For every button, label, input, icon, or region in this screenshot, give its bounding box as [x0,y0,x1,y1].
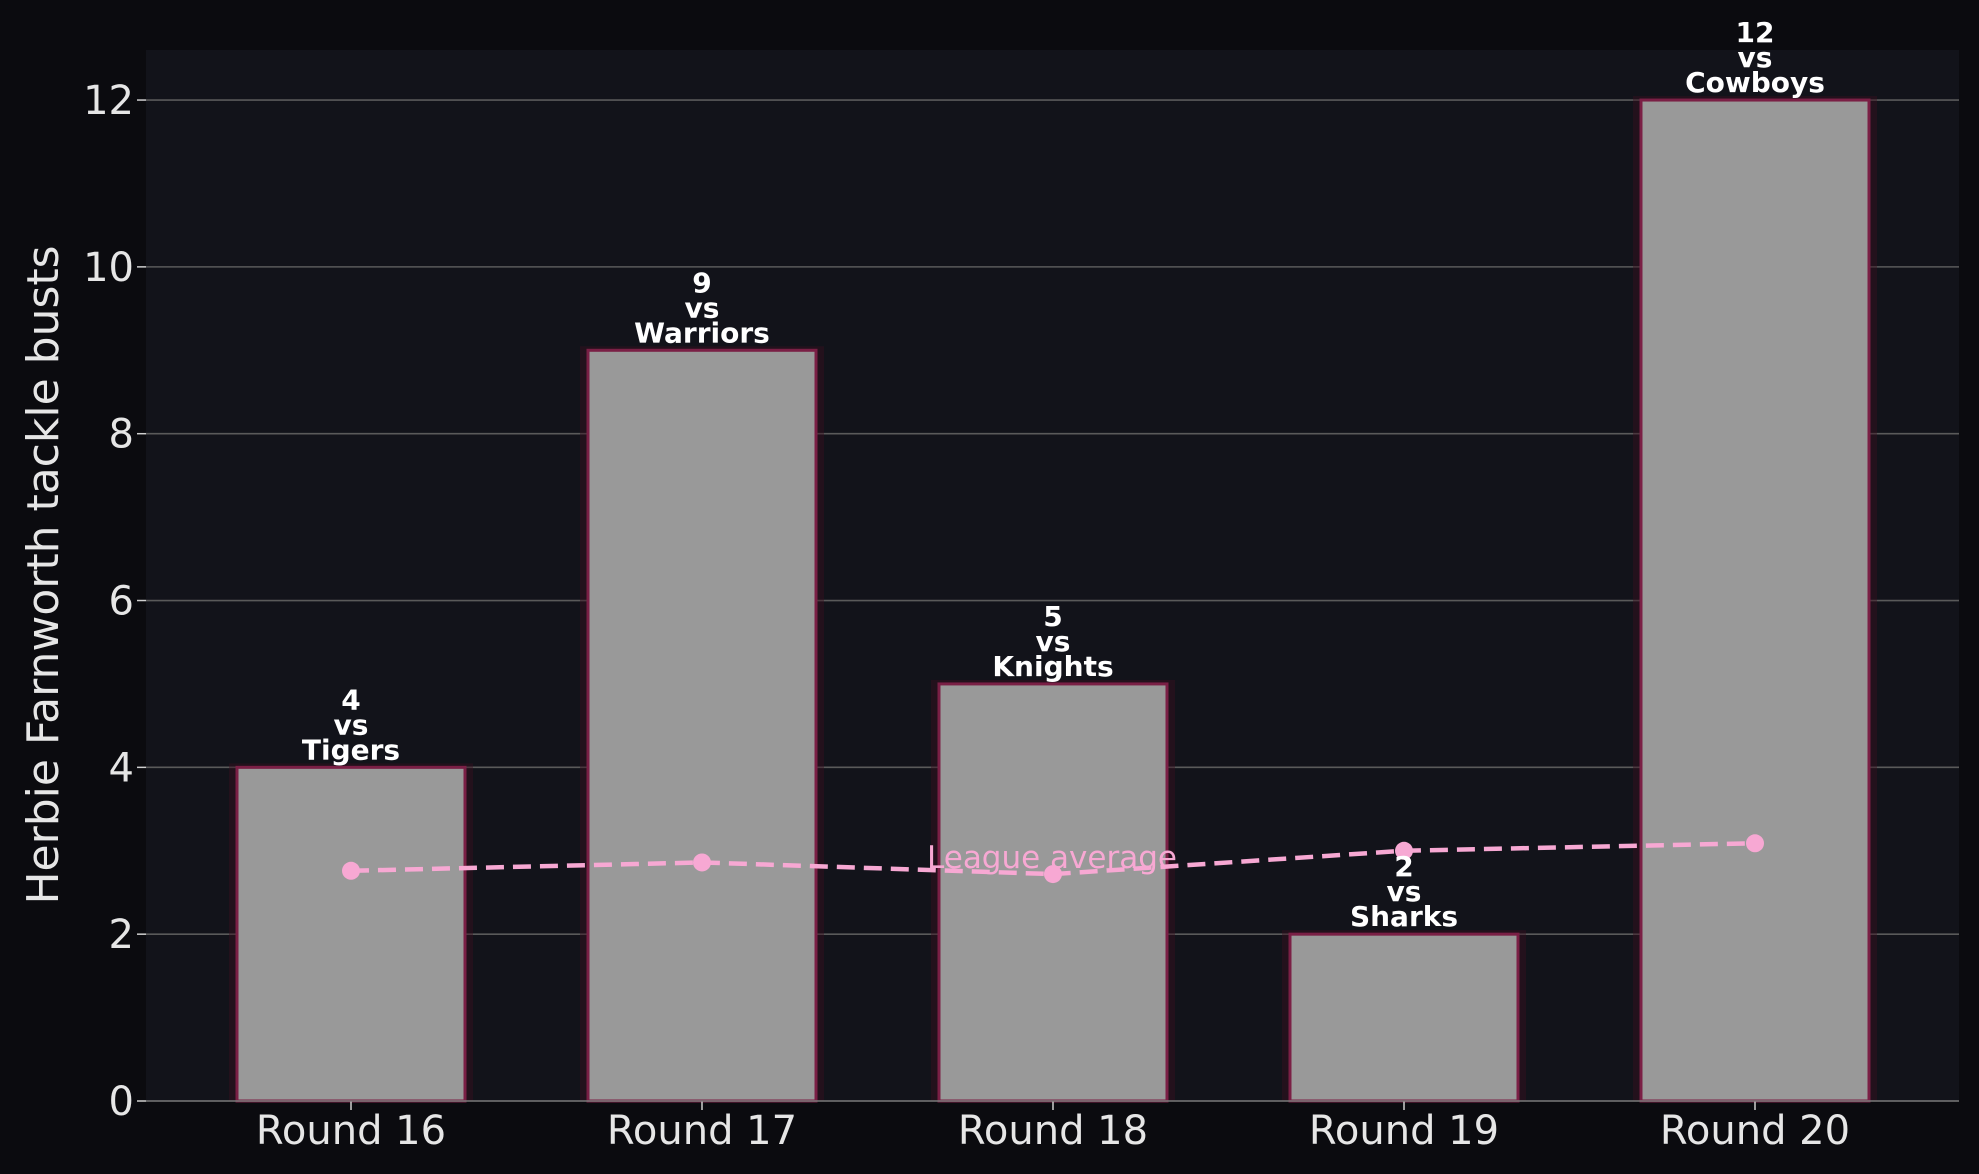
bar-opponent-label: Cowboys [1685,66,1825,99]
league-average-point [1044,865,1062,884]
league-average-point [693,853,711,872]
bar-value-label: 4 [341,683,360,716]
bar [1288,932,1520,1103]
league-average-point [1395,841,1413,860]
league-average-label: League average [927,840,1177,876]
y-tick-label: 12 [83,78,134,124]
x-tick-label: Round 17 [607,1108,797,1154]
y-tick-label: 10 [83,245,134,291]
y-tick-label: 8 [109,412,134,458]
bar-vs-label: vs [685,291,720,324]
bar [235,765,467,1103]
league-average-series [342,834,1764,884]
y-tick-label: 6 [109,579,134,625]
x-axis-ticks: Round 16 Round 17 Round 18 Round 19 Round 20 [256,1101,1850,1154]
bar [586,348,818,1103]
bar-vs-label: vs [1387,875,1422,908]
bar-opponent-label: Tigers [302,733,400,766]
y-tick-label: 2 [109,912,134,958]
x-tick-label: Round 16 [256,1108,446,1154]
bar [1639,98,1871,1103]
bar-vs-label: vs [1738,41,1773,74]
bar [937,682,1169,1103]
bar-value-label: 9 [692,266,711,299]
bar-vs-label: vs [1036,625,1071,658]
y-axis-label: Herbie Farnworth tackle busts [18,245,69,904]
bar-labels: 4vsTigers9vsWarriors5vsKnights2vsSharks1… [302,16,1825,933]
bar-value-label: 5 [1043,600,1062,633]
league-average-point [342,861,360,880]
bar-opponent-label: Knights [992,650,1113,683]
x-tick-label: Round 20 [1660,1108,1850,1154]
bar-value-label: 2 [1394,850,1413,883]
league-average-point [1746,834,1764,853]
bars [229,96,1877,1103]
bar-opponent-label: Sharks [1350,900,1458,933]
x-tick-label: Round 19 [1309,1108,1499,1154]
bar-value-label: 12 [1736,16,1775,49]
x-tick-label: Round 18 [958,1108,1148,1154]
y-tick-label: 0 [109,1079,134,1125]
y-axis-ticks: 0 2 4 6 8 10 12 [83,78,146,1125]
y-tick-label: 4 [109,745,134,791]
bar-opponent-label: Warriors [634,316,770,349]
bar-vs-label: vs [334,708,369,741]
